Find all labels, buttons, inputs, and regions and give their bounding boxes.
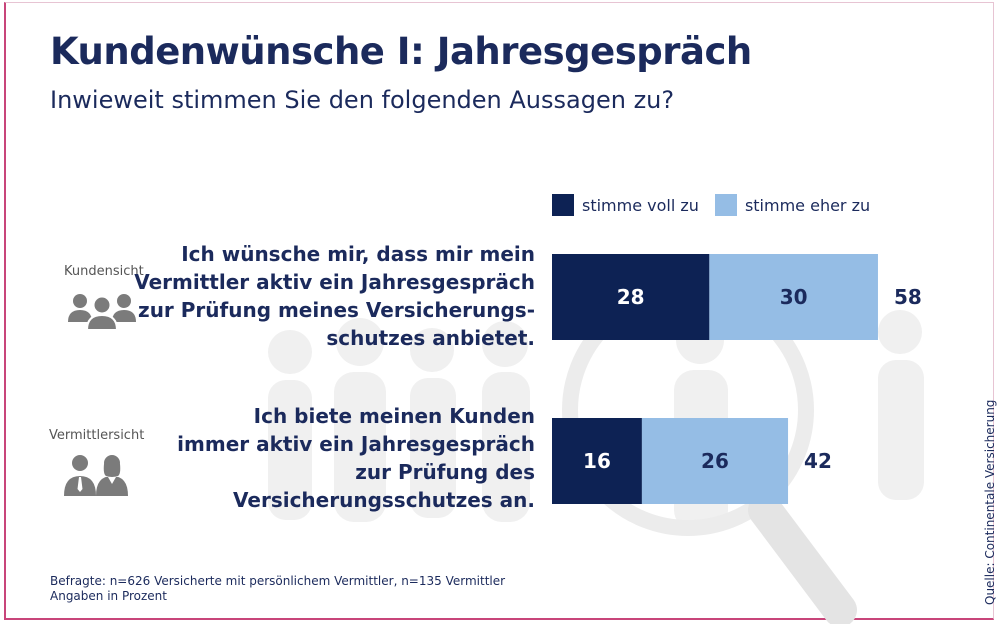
footnote-unit: Angaben in Prozent [50,589,167,603]
bar-full-1 [552,254,710,340]
legend-swatch-full [552,194,574,216]
data-label: 16 [583,449,611,473]
legend-item-full: stimme voll zu [552,194,699,216]
bar-rather-2 [641,418,789,504]
page-subtitle: Inwieweit stimmen Sie den folgenden Auss… [50,86,675,114]
person-silhouette-icon [410,328,456,518]
question-line: zur Prüfung meines Versicherungs- [138,298,535,322]
question-broker: Ich biete meinen Kunden immer aktiv ein … [115,402,535,514]
page-title: Kundenwünsche I: Jahresgespräch [50,30,752,73]
business-people-icon [64,455,128,496]
group-of-people-icon [68,294,136,331]
person-silhouette-icon [334,318,386,522]
source-credit: Quelle: Continentale Versicherung [983,399,997,605]
bar-full-2 [552,418,642,504]
chart-legend: stimme voll zu stimme eher zu [552,194,870,216]
person-silhouette-icon [268,330,312,520]
legend-swatch-rather [714,194,737,216]
legend-label-full: stimme voll zu [582,195,699,215]
total-label: 58 [894,285,922,309]
person-silhouette-icon [878,310,924,500]
footnote: Befragte: n=626 Versicherte mit persönli… [50,574,505,604]
total-label: 42 [804,449,832,473]
question-line: immer aktiv ein Jahresgespräch [177,432,535,456]
perspective-label-customer: Kundensicht [64,264,144,279]
page-frame [4,2,994,620]
question-customer: Ich wünsche mir, dass mir mein Vermittle… [115,240,535,352]
question-line: schutzes anbietet. [326,326,535,350]
footnote-sample: Befragte: n=626 Versicherte mit persönli… [50,574,506,588]
data-label: 30 [780,285,808,309]
bar-rather-1 [709,254,878,340]
question-line: zur Prüfung des [355,460,535,484]
data-label: 26 [701,449,729,473]
question-line: Ich wünsche mir, dass mir mein [181,242,535,266]
person-silhouette-icon [482,321,530,522]
legend-item-rather: stimme eher zu [714,194,871,216]
question-line: Versicherungsschutzes an. [233,488,535,512]
legend-label-rather: stimme eher zu [744,195,871,215]
perspective-label-broker: Vermittlersicht [49,428,145,443]
data-label: 28 [617,285,645,309]
question-line: Vermittler aktiv ein Jahresgespräch [134,270,535,294]
question-line: Ich biete meinen Kunden [253,404,535,428]
